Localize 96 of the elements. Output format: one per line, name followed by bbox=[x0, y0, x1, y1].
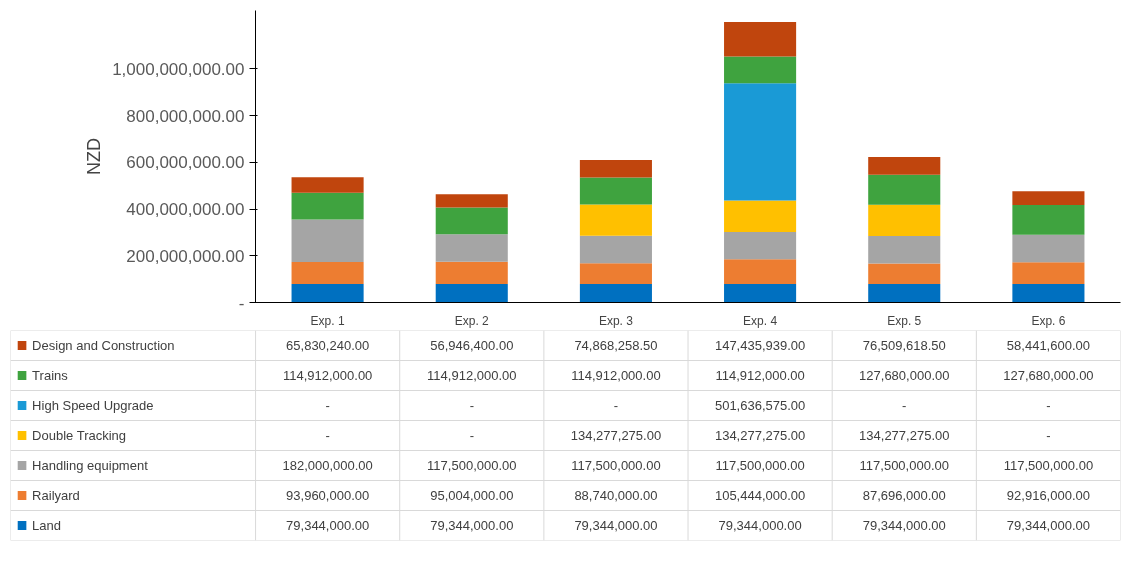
data-label: 134,277,275.00 bbox=[570, 428, 662, 443]
bar bbox=[724, 56, 797, 84]
data-label: 79,344,000.00 bbox=[430, 518, 514, 533]
data-label: 114,912,000.00 bbox=[715, 368, 805, 383]
legend-label: Trains bbox=[32, 368, 69, 383]
data-label: 127,680,000.00 bbox=[859, 368, 950, 383]
bar bbox=[579, 177, 652, 205]
x-tick-label: Exp. 3 bbox=[598, 313, 634, 328]
bar bbox=[868, 156, 941, 175]
data-label: 65,830,240.00 bbox=[286, 338, 370, 353]
y-tick-label: 200,000,000.00 bbox=[126, 246, 245, 266]
data-label: 88,740,000.00 bbox=[574, 488, 658, 503]
y-tick-label: 400,000,000.00 bbox=[126, 200, 245, 220]
legend-label: Handling equipment bbox=[32, 458, 149, 473]
data-label: 117,500,000.00 bbox=[427, 458, 517, 473]
data-label: 79,344,000.00 bbox=[862, 518, 946, 533]
data-label: 56,946,400.00 bbox=[430, 338, 514, 353]
x-tick-label: Exp. 1 bbox=[310, 313, 345, 328]
data-label: - bbox=[902, 398, 907, 413]
data-label: - bbox=[1046, 428, 1051, 443]
bar bbox=[724, 22, 797, 57]
data-label: 127,680,000.00 bbox=[1003, 368, 1094, 383]
bar bbox=[1012, 262, 1085, 284]
legend-label: Design and Construction bbox=[32, 338, 175, 353]
data-label: - bbox=[325, 428, 330, 443]
bar bbox=[579, 160, 652, 178]
bar bbox=[1012, 204, 1085, 235]
bar bbox=[291, 177, 364, 193]
data-label: 105,444,000.00 bbox=[714, 488, 806, 503]
y-tick-label: 600,000,000.00 bbox=[126, 153, 245, 173]
data-label: 79,344,000.00 bbox=[286, 518, 370, 533]
data-label: 134,277,275.00 bbox=[714, 428, 806, 443]
data-label: 74,868,258.50 bbox=[574, 338, 658, 353]
data-label: 58,441,600.00 bbox=[1006, 338, 1090, 353]
data-label: 79,344,000.00 bbox=[718, 518, 802, 533]
data-label: 95,004,000.00 bbox=[430, 488, 514, 503]
bar bbox=[435, 207, 508, 235]
data-label: - bbox=[469, 398, 474, 413]
bar bbox=[579, 204, 652, 236]
bar bbox=[1012, 191, 1085, 205]
x-tick-label: Exp. 4 bbox=[743, 313, 778, 328]
bar bbox=[1012, 283, 1085, 303]
bar bbox=[868, 174, 941, 205]
bar bbox=[291, 192, 364, 220]
bar bbox=[724, 231, 797, 260]
data-label: 114,912,000.00 bbox=[427, 368, 517, 383]
bar bbox=[291, 219, 364, 263]
x-tick-label: Exp. 2 bbox=[454, 313, 490, 328]
bar bbox=[724, 259, 797, 284]
bar bbox=[1012, 234, 1085, 263]
data-label: - bbox=[325, 398, 330, 413]
y-tick-label: - bbox=[238, 293, 245, 313]
data-label: - bbox=[613, 398, 619, 413]
bar bbox=[435, 194, 508, 208]
data-label: 117,500,000.00 bbox=[1003, 458, 1094, 473]
bar bbox=[868, 283, 941, 303]
legend-label: Double Tracking bbox=[32, 428, 127, 443]
bar bbox=[724, 283, 797, 303]
data-label: 117,500,000.00 bbox=[715, 458, 805, 473]
data-label: 182,000,000.00 bbox=[282, 458, 373, 473]
data-label: 92,916,000.00 bbox=[1006, 488, 1090, 503]
data-label: 134,277,275.00 bbox=[859, 428, 950, 443]
bar bbox=[868, 236, 941, 264]
legend-label: Land bbox=[32, 518, 62, 533]
bar bbox=[435, 283, 508, 303]
bar bbox=[291, 262, 364, 284]
x-tick-label: Exp. 6 bbox=[1031, 313, 1066, 328]
data-label: 117,500,000.00 bbox=[859, 458, 949, 473]
data-label: 501,636,575.00 bbox=[714, 398, 806, 413]
y-axis-title: NZD bbox=[84, 138, 105, 175]
bar bbox=[724, 200, 797, 232]
bar bbox=[435, 234, 508, 262]
bar bbox=[868, 204, 941, 237]
legend-label: Railyard bbox=[32, 488, 80, 503]
bar bbox=[579, 235, 652, 264]
data-label: 117,500,000.00 bbox=[571, 458, 661, 473]
y-tick-label: 1,000,000,000.00 bbox=[112, 59, 245, 79]
x-tick-label: Exp. 5 bbox=[887, 313, 922, 328]
data-label: 76,509,618.50 bbox=[862, 338, 946, 353]
data-label: 114,912,000.00 bbox=[282, 368, 373, 383]
bar bbox=[579, 263, 652, 284]
data-label: 79,344,000.00 bbox=[574, 518, 658, 533]
y-tick-label: 800,000,000.00 bbox=[126, 106, 245, 126]
bar bbox=[291, 283, 364, 303]
bar bbox=[579, 283, 652, 303]
data-label: - bbox=[469, 428, 474, 443]
bar bbox=[868, 263, 941, 284]
data-label: 79,344,000.00 bbox=[1006, 518, 1090, 533]
bar bbox=[724, 83, 797, 201]
data-label: 147,435,939.00 bbox=[714, 338, 806, 353]
data-label: 114,912,000.00 bbox=[571, 368, 661, 383]
bar bbox=[435, 261, 508, 284]
data-label: - bbox=[1046, 398, 1051, 413]
data-label: 93,960,000.00 bbox=[286, 488, 370, 503]
legend-label: High Speed Upgrade bbox=[32, 398, 154, 413]
data-label: 87,696,000.00 bbox=[862, 488, 946, 503]
